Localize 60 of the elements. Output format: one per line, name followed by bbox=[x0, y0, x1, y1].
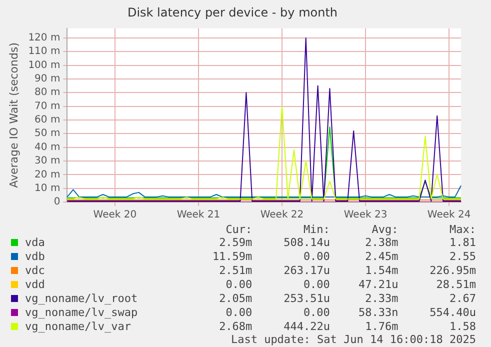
text: 554.40u bbox=[428, 306, 477, 320]
x-tick-label: Week 23 bbox=[344, 210, 388, 221]
text: 0.00 bbox=[302, 306, 331, 320]
y-axis-title: Average IO Wait (seconds) bbox=[7, 42, 20, 188]
x-tick-label: Week 20 bbox=[93, 210, 137, 221]
y-tick-label: 10 m bbox=[34, 182, 60, 194]
text: Cur: bbox=[224, 223, 254, 236]
y-tick-label: 40 m bbox=[34, 142, 60, 153]
text: 1.81 bbox=[448, 236, 477, 250]
legend-label: vg_noname/lv_root bbox=[24, 292, 139, 306]
text: 508.14u bbox=[282, 236, 331, 250]
x-tick-label: Week 22 bbox=[260, 210, 304, 221]
legend-label: vda bbox=[24, 236, 46, 250]
y-tick-label: 120 m bbox=[28, 32, 60, 44]
x-tick-label: Week 24 bbox=[427, 210, 471, 221]
text: 47.21u bbox=[357, 278, 400, 292]
legend-label: vdb bbox=[24, 250, 46, 264]
legend-label: vdd bbox=[24, 278, 46, 292]
text: 0.00 bbox=[224, 278, 254, 292]
text: 226.95m bbox=[428, 264, 477, 278]
text: 2.59m bbox=[218, 236, 254, 250]
text: Avg: bbox=[370, 223, 400, 236]
y-tick-label: 30 m bbox=[34, 156, 60, 167]
text: 0.00 bbox=[302, 278, 331, 292]
text: 2.38m bbox=[364, 236, 400, 250]
chart-title: Disk latency per device - by month bbox=[127, 5, 338, 20]
y-tick-label: 90 m bbox=[34, 74, 60, 85]
text: 58.33n bbox=[357, 306, 400, 320]
text: 263.17u bbox=[282, 264, 331, 278]
y-tick-label: 60 m bbox=[34, 114, 60, 126]
text: 2.51m bbox=[218, 264, 254, 278]
y-tick-label: 80 m bbox=[34, 87, 60, 98]
text: 0.00 bbox=[302, 250, 331, 264]
text: 2.55 bbox=[448, 250, 477, 264]
y-tick-label: 20 m bbox=[34, 169, 60, 180]
y-tick-label: 0 bbox=[54, 196, 60, 208]
y-tick-label: 70 m bbox=[34, 100, 60, 112]
text: 1.76m bbox=[364, 320, 400, 334]
text: 1.54m bbox=[364, 264, 400, 278]
legend-label: vg_noname/lv_swap bbox=[24, 306, 139, 320]
text: Min: bbox=[302, 223, 331, 236]
y-tick-label: 110 m bbox=[28, 46, 60, 58]
text: 0.00 bbox=[224, 306, 254, 320]
text: 444.22u bbox=[282, 320, 331, 334]
y-tick-label: 100 m bbox=[28, 60, 60, 71]
text: 1.58 bbox=[448, 320, 477, 334]
text: 11.59m bbox=[211, 250, 254, 264]
text: 2.05m bbox=[218, 292, 254, 306]
text: 2.67 bbox=[448, 292, 477, 306]
text: 253.51u bbox=[282, 292, 331, 306]
text: Max: bbox=[448, 223, 477, 236]
text: 2.68m bbox=[218, 320, 254, 334]
legend-label: vdc bbox=[24, 264, 46, 278]
legend-label: vg_noname/lv_var bbox=[24, 320, 132, 334]
text: 2.45m bbox=[364, 250, 400, 264]
y-tick-label: 50 m bbox=[34, 128, 60, 140]
text: 28.51m bbox=[435, 278, 477, 292]
x-tick-label: Week 21 bbox=[176, 210, 220, 221]
text: Last update: Sat Jun 14 16:00:18 2025 bbox=[230, 333, 477, 346]
text: 2.33m bbox=[364, 292, 400, 306]
